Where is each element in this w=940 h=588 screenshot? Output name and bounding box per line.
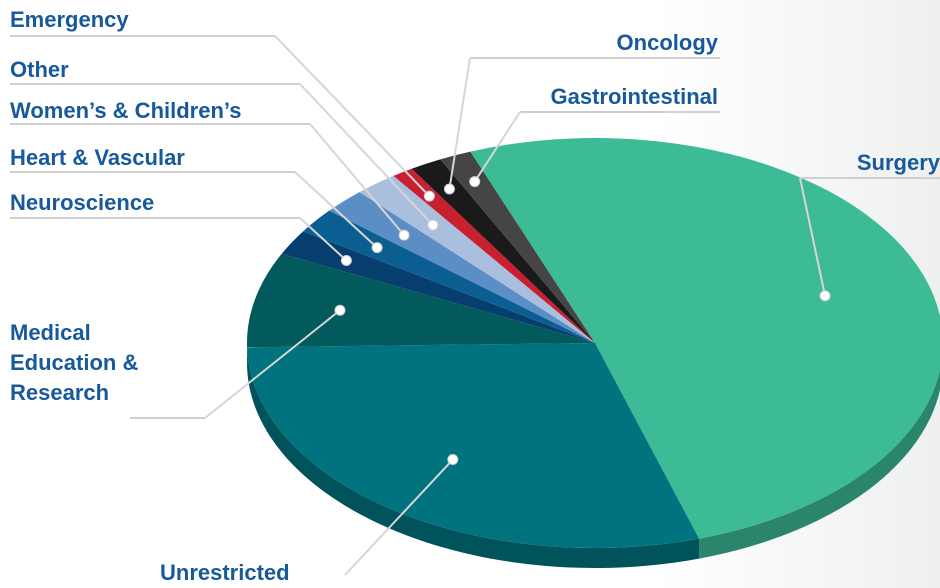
slice-label: Surgery [857,148,940,178]
slice-label: Other [10,55,69,85]
leader-dot [341,255,351,265]
leader-dot [448,455,458,465]
leader-dot [424,191,434,201]
slice-label: Gastrointestinal [551,82,718,112]
slice-label: Medical Education & Research [10,318,160,408]
leader-line [275,36,429,196]
chart: Surgery Unrestricted Medical Education & R… [0,0,940,588]
leader-dot [428,220,438,230]
slice-label: Unrestricted [160,558,290,588]
leader-dot [444,184,454,194]
leader-dot [335,305,345,315]
slice-label: Oncology [617,28,718,58]
slice-label: Emergency [10,5,129,35]
leader-dot [372,243,382,253]
slice-label: Women’s & Children’s [10,96,241,126]
leader-dot [399,230,409,240]
leader-dot [470,177,480,187]
pie-canvas [0,0,940,588]
slice-label: Neuroscience [10,188,154,218]
slice-label: Heart & Vascular [10,143,185,173]
leader-dot [820,291,830,301]
